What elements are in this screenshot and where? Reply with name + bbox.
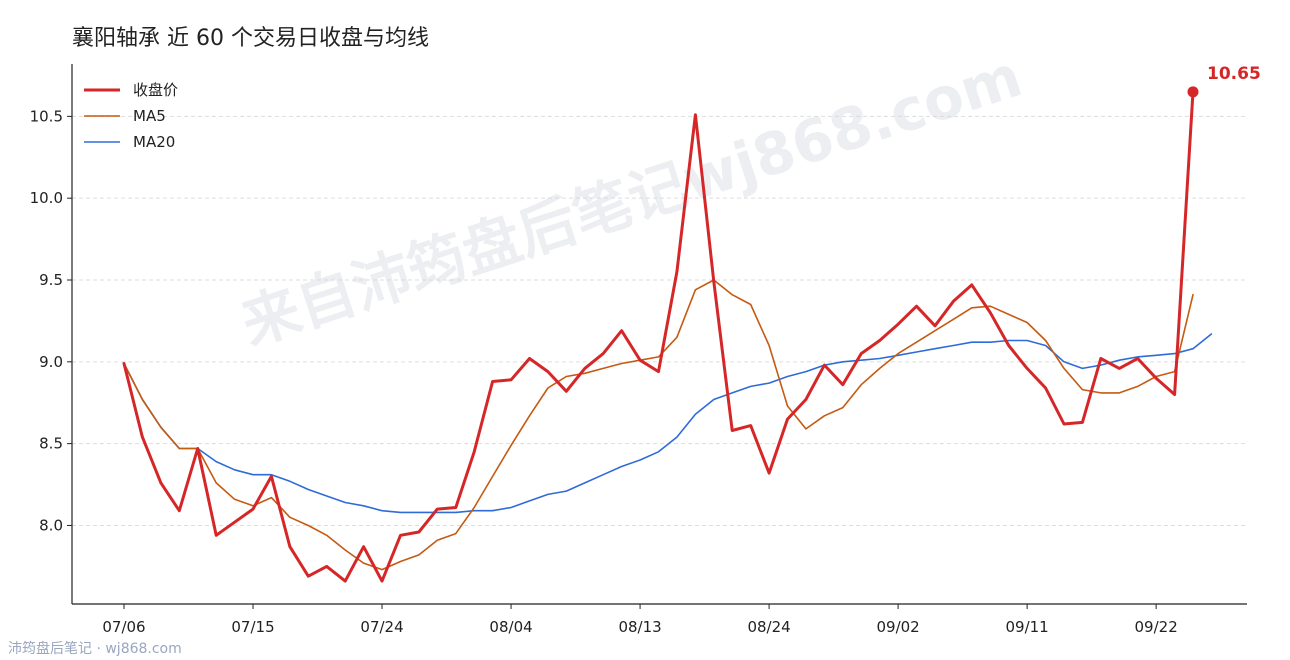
axes: 8.0 8.5 9.0 9.5 10.0 10.5 07/06 07/15 07/24 08/04…: [30, 64, 1247, 636]
y-tick-label: 10.5: [30, 107, 63, 125]
x-tick-label: 08/04: [489, 618, 532, 636]
y-tick-label: 9.5: [39, 271, 63, 289]
last-close-label: 10.65: [1207, 64, 1261, 84]
y-tick-label: 10.0: [30, 189, 63, 207]
x-tick-label: 07/06: [102, 618, 145, 636]
annotations: 10.65: [1187, 64, 1261, 98]
y-tick-label: 8.5: [39, 435, 63, 453]
footer-credit: 沛筠盘后笔记 · wj868.com: [8, 641, 182, 657]
series-line-close-price: [122, 90, 1195, 583]
chart-title: 襄阳轴承 近 60 个交易日收盘与均线: [72, 26, 429, 51]
y-tick-label: 8.0: [39, 516, 63, 534]
x-tick-label: 09/02: [876, 618, 919, 636]
series-lines: [122, 90, 1213, 583]
x-tick-label: 08/13: [618, 618, 661, 636]
x-tick-label: 07/15: [231, 618, 274, 636]
legend-label-ma20: MA20: [133, 133, 175, 151]
last-close-marker: [1187, 86, 1199, 98]
legend-label-ma5: MA5: [133, 107, 166, 125]
x-tick-label: 09/22: [1135, 618, 1178, 636]
x-tick-label: 09/11: [1006, 618, 1049, 636]
x-tick-label: 08/24: [747, 618, 790, 636]
x-tick-label: 07/24: [360, 618, 403, 636]
series-line-ma5: [123, 279, 1194, 571]
y-tick-label: 9.0: [39, 353, 63, 371]
series-line-ma20: [123, 333, 1213, 514]
legend: 收盘价 MA5 MA20: [84, 81, 178, 151]
legend-label-close-price: 收盘价: [133, 81, 178, 99]
